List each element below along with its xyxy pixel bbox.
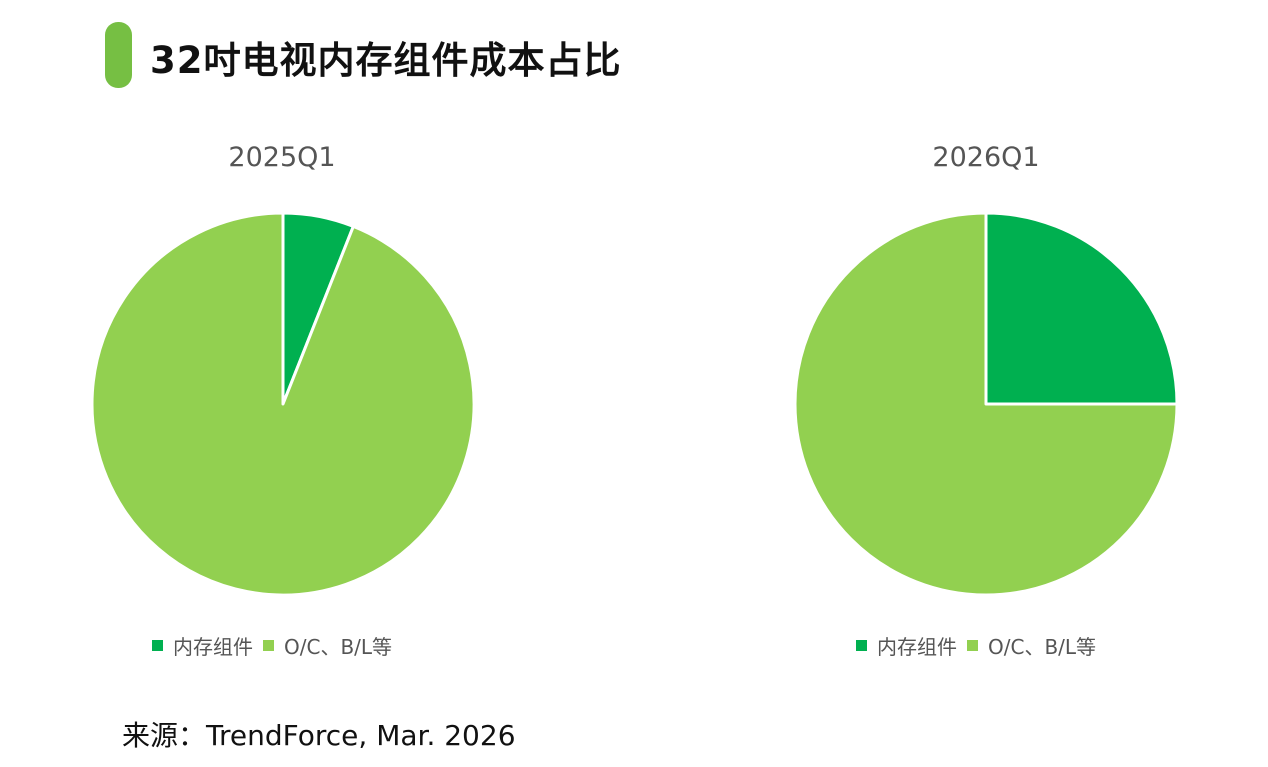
legend-swatch-other [263,640,274,651]
pie-slice-other [793,211,1179,597]
title-accent-bar [105,22,132,88]
pie-chart-2025q1 [90,211,476,597]
legend-swatch-other [967,640,978,651]
legend-swatch-memory [152,640,163,651]
legend-label-other: O/C、B/L等 [988,635,1097,659]
legend-2025q1: 内存组件 O/C、B/L等 [152,631,402,660]
legend-swatch-memory [856,640,867,651]
chart-title: 32吋电视内存组件成本占比 [150,39,622,82]
pie-title-2025q1: 2025Q1 [228,142,336,173]
source-note: 来源：TrendForce, Mar. 2026 [122,719,516,752]
legend-label-other: O/C、B/L等 [284,635,393,659]
legend-2026q1: 内存组件 O/C、B/L等 [856,631,1106,660]
pie-slice-other [90,211,476,597]
legend-label-memory: 内存组件 [877,635,957,659]
pie-slice-memory [984,211,1179,406]
pie-title-2026q1: 2026Q1 [932,142,1040,173]
pie-chart-2026q1 [793,211,1179,597]
legend-label-memory: 内存组件 [173,635,253,659]
